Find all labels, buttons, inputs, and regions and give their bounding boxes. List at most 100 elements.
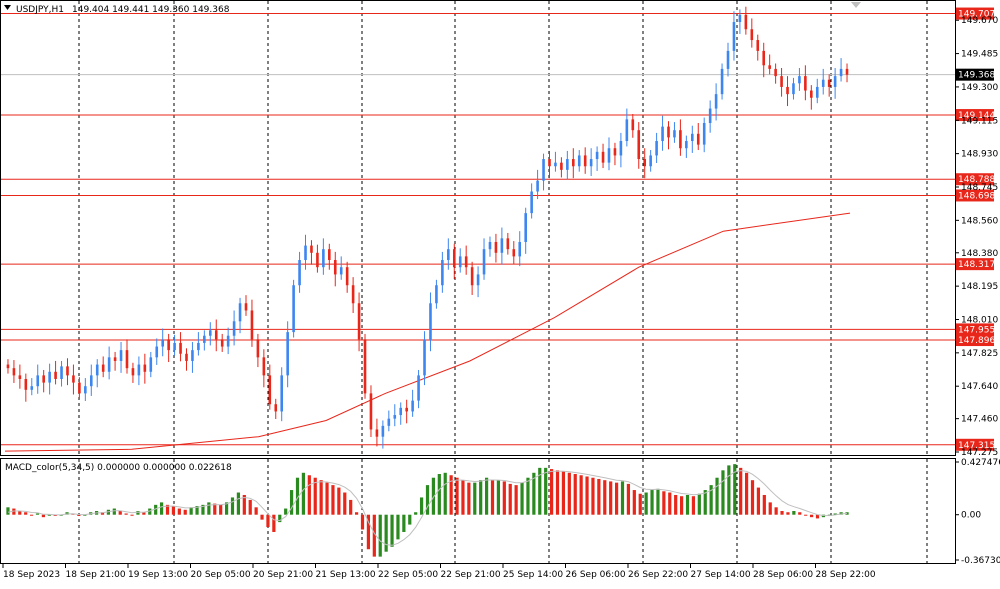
candle[interactable]: [268, 364, 272, 410]
candle[interactable]: [54, 360, 57, 385]
candle[interactable]: [399, 402, 403, 425]
candle[interactable]: [500, 227, 504, 265]
candle[interactable]: [637, 122, 641, 169]
candle[interactable]: [821, 68, 825, 95]
candle[interactable]: [548, 150, 551, 179]
candle[interactable]: [137, 356, 141, 386]
candle[interactable]: [179, 332, 182, 362]
candle[interactable]: [411, 389, 414, 417]
candle[interactable]: [333, 251, 337, 287]
candle[interactable]: [619, 132, 623, 168]
candle[interactable]: [423, 331, 426, 386]
candle[interactable]: [554, 151, 557, 172]
candle[interactable]: [625, 108, 629, 147]
candle[interactable]: [488, 236, 492, 257]
candle[interactable]: [286, 321, 289, 388]
candle[interactable]: [149, 351, 153, 378]
candle[interactable]: [696, 122, 700, 151]
candle[interactable]: [708, 100, 712, 133]
candle[interactable]: [661, 115, 664, 151]
candle[interactable]: [506, 232, 510, 255]
candle[interactable]: [702, 117, 706, 153]
candle[interactable]: [226, 327, 230, 355]
candle[interactable]: [262, 349, 266, 388]
candle[interactable]: [36, 364, 40, 394]
candle[interactable]: [84, 378, 87, 401]
candle[interactable]: [95, 359, 99, 388]
candle[interactable]: [655, 132, 658, 164]
candle[interactable]: [452, 243, 456, 280]
candle[interactable]: [530, 183, 533, 219]
candle[interactable]: [310, 240, 313, 265]
candle[interactable]: [18, 364, 22, 389]
candle[interactable]: [738, 9, 742, 34]
candle[interactable]: [405, 399, 408, 424]
candle[interactable]: [363, 333, 367, 399]
candle[interactable]: [798, 68, 801, 91]
price-axis[interactable]: 149.670 149.485 149.300 149.115 148.930 148.7…: [955, 16, 998, 458]
candle[interactable]: [304, 234, 307, 270]
candle[interactable]: [107, 346, 111, 380]
candle[interactable]: [357, 292, 361, 352]
candle[interactable]: [191, 342, 194, 373]
candle[interactable]: [48, 363, 51, 395]
candle[interactable]: [845, 63, 849, 83]
candle[interactable]: [316, 244, 319, 273]
candle[interactable]: [595, 146, 599, 171]
candle[interactable]: [589, 148, 593, 176]
candle[interactable]: [72, 364, 75, 395]
candle[interactable]: [185, 348, 188, 371]
chart-shift-icon[interactable]: [851, 2, 861, 8]
candle[interactable]: [542, 153, 545, 191]
candle[interactable]: [512, 241, 516, 264]
candle[interactable]: [167, 333, 170, 363]
time-axis[interactable]: 18 Sep 2023 18 Sep 21:00 19 Sep 13:00 20 Se…: [2, 564, 876, 580]
candle[interactable]: [768, 54, 771, 75]
candle[interactable]: [238, 297, 242, 334]
candle[interactable]: [375, 418, 379, 447]
candle[interactable]: [560, 157, 563, 178]
candle[interactable]: [577, 150, 581, 172]
candle[interactable]: [345, 261, 349, 293]
candle[interactable]: [685, 135, 688, 158]
candle[interactable]: [131, 362, 135, 383]
candle[interactable]: [42, 369, 45, 393]
candle[interactable]: [66, 358, 69, 386]
candle[interactable]: [774, 63, 777, 84]
candle[interactable]: [429, 292, 432, 352]
candle[interactable]: [714, 83, 718, 121]
candle[interactable]: [643, 148, 647, 179]
candle[interactable]: [476, 266, 480, 298]
candle[interactable]: [679, 119, 682, 156]
candle[interactable]: [381, 420, 385, 449]
candle[interactable]: [328, 243, 331, 270]
candle[interactable]: [274, 398, 278, 420]
candle[interactable]: [566, 150, 569, 180]
candle[interactable]: [732, 11, 736, 61]
candle[interactable]: [113, 351, 117, 371]
candle[interactable]: [417, 369, 420, 409]
candle[interactable]: [339, 256, 343, 280]
candle[interactable]: [536, 169, 539, 200]
candle[interactable]: [220, 333, 224, 352]
candle[interactable]: [494, 233, 498, 263]
candle[interactable]: [12, 360, 16, 383]
candle[interactable]: [810, 85, 813, 110]
candle[interactable]: [786, 76, 789, 107]
candle[interactable]: [744, 6, 748, 35]
candle[interactable]: [839, 58, 843, 82]
candle[interactable]: [387, 410, 391, 432]
candle[interactable]: [441, 251, 444, 293]
candle[interactable]: [6, 359, 10, 374]
candle[interactable]: [518, 231, 522, 267]
candle[interactable]: [393, 404, 397, 427]
symbol-dropdown-icon[interactable]: [4, 5, 11, 10]
candle[interactable]: [667, 121, 670, 150]
candle[interactable]: [649, 150, 652, 172]
candle[interactable]: [101, 356, 105, 378]
candle[interactable]: [292, 279, 295, 338]
candle[interactable]: [780, 68, 783, 97]
candle[interactable]: [607, 137, 611, 171]
